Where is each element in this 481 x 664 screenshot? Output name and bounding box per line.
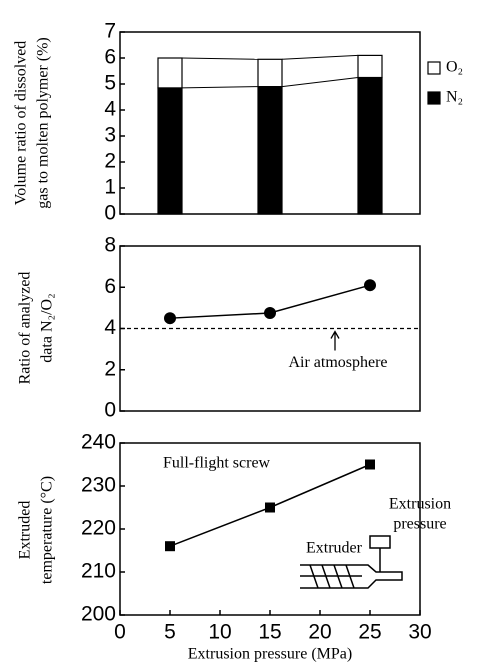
x-tick-label: 30 bbox=[408, 621, 431, 644]
legend-swatch bbox=[427, 61, 441, 75]
y-tick-label: 5 bbox=[104, 72, 116, 95]
plot-frame bbox=[119, 442, 421, 616]
bar-segment bbox=[357, 54, 383, 79]
y-tick-label: 6 bbox=[104, 275, 116, 298]
bar-segment bbox=[357, 76, 383, 215]
marker bbox=[165, 541, 175, 552]
y-axis-label: Volume ratio of dissolved bbox=[13, 41, 30, 206]
x-tick-label: 10 bbox=[208, 621, 231, 644]
y-axis-label: Ratio of analyzed bbox=[17, 272, 34, 385]
bar-segment bbox=[157, 57, 183, 89]
annotation: pressure bbox=[393, 516, 446, 533]
bar-segment bbox=[257, 58, 283, 88]
annotation: Full-flight screw bbox=[163, 455, 271, 472]
connector bbox=[181, 57, 259, 60]
y-tick-label: 220 bbox=[81, 517, 116, 540]
y-tick-label: 8 bbox=[104, 234, 116, 257]
x-tick-label: 25 bbox=[358, 621, 381, 644]
y-tick-label: 3 bbox=[104, 124, 116, 147]
y-tick-label: 2 bbox=[104, 150, 116, 173]
y-tick-label: 240 bbox=[81, 431, 116, 454]
extruder-diagram bbox=[300, 535, 403, 589]
y-tick-label: 230 bbox=[81, 474, 116, 497]
x-tick-label: 0 bbox=[114, 621, 126, 644]
y-tick-label: 2 bbox=[104, 357, 116, 380]
marker bbox=[164, 312, 176, 325]
marker bbox=[265, 502, 275, 513]
legend-label: O₂ bbox=[446, 59, 463, 76]
legend-swatch bbox=[427, 91, 441, 105]
x-tick-label: 5 bbox=[164, 621, 176, 644]
bar-segment bbox=[157, 87, 183, 215]
x-tick-label: 20 bbox=[308, 621, 331, 644]
annotation: Extrusion bbox=[389, 496, 451, 513]
y-tick-label: 4 bbox=[104, 98, 116, 121]
legend-label: N₂ bbox=[446, 89, 463, 106]
connector bbox=[281, 54, 359, 60]
connector bbox=[181, 86, 259, 89]
arrow bbox=[330, 330, 340, 351]
connector bbox=[281, 77, 359, 88]
bar-segment bbox=[257, 85, 283, 215]
y-axis-label: Extruded bbox=[17, 501, 34, 560]
y-tick-label: 7 bbox=[104, 20, 116, 43]
y-axis-label: gas to molten polymer (%) bbox=[35, 37, 52, 209]
y-tick-label: 4 bbox=[104, 316, 116, 339]
x-tick-label: 15 bbox=[258, 621, 281, 644]
marker bbox=[364, 279, 376, 292]
marker bbox=[365, 459, 375, 470]
y-tick-label: 210 bbox=[81, 560, 116, 583]
y-tick-label: 200 bbox=[81, 603, 116, 626]
y-tick-label: 0 bbox=[104, 202, 116, 225]
marker bbox=[264, 307, 276, 320]
y-tick-label: 1 bbox=[104, 176, 116, 199]
y-tick-label: 6 bbox=[104, 46, 116, 69]
y-axis-label: data N₂/O₂ bbox=[39, 293, 56, 362]
x-axis-label: Extrusion pressure (MPa) bbox=[188, 646, 352, 663]
reference-label: Air atmosphere bbox=[288, 354, 387, 371]
annotation: Extruder bbox=[306, 540, 363, 557]
y-tick-label: 0 bbox=[104, 399, 116, 422]
y-axis-label: temperature (°C) bbox=[39, 476, 56, 584]
